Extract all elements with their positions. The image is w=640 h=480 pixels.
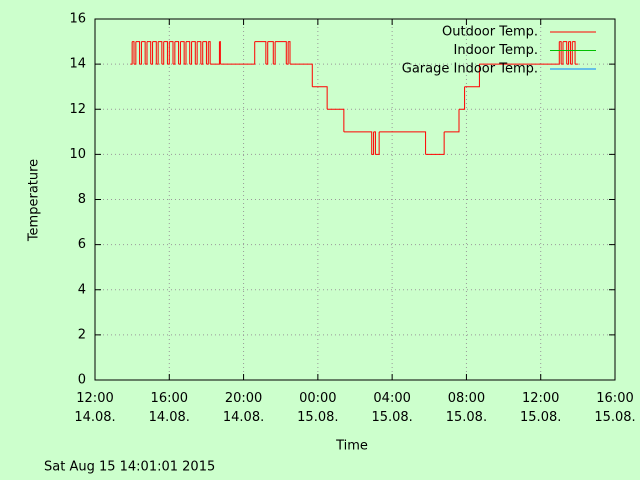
x-tick-label: 16:00 14.08.: [148, 391, 190, 425]
step-segment: [184, 41, 187, 65]
step-segment: [189, 41, 193, 65]
step-segment: [195, 41, 198, 65]
legend-label: Garage Indoor Temp.: [402, 62, 538, 77]
step-segment: [290, 63, 313, 87]
step-segment: [464, 64, 480, 88]
step-segment: [375, 131, 380, 155]
step-segment: [173, 41, 176, 65]
step-segment: [186, 41, 191, 65]
step-segment: [152, 41, 157, 65]
step-segment: [275, 41, 287, 65]
step-segment: [343, 131, 373, 155]
plot-border: [94, 18, 616, 381]
step-segment: [161, 41, 165, 65]
y-axis-label: Temperature: [27, 159, 42, 242]
step-segment: [206, 41, 209, 65]
step-segment: [167, 41, 170, 65]
step-segment: [572, 41, 576, 65]
legend-label: Indoor Temp.: [454, 43, 539, 58]
step-segment: [425, 131, 445, 155]
step-segment: [273, 41, 276, 65]
y-tick-label: 2: [78, 327, 86, 342]
step-segment: [163, 41, 168, 65]
step-segment: [191, 41, 196, 65]
x-axis-label: Time: [335, 439, 368, 454]
step-segment: [134, 41, 137, 65]
legend-label: Outdoor Temp.: [442, 25, 538, 40]
step-segment: [561, 41, 564, 65]
x-tick-label: 16:00 15.08.: [594, 391, 636, 425]
step-segment: [570, 41, 573, 65]
y-tick-label: 12: [69, 102, 86, 117]
step-segment: [158, 41, 163, 65]
step-segment: [563, 41, 568, 65]
step-segment: [373, 131, 376, 155]
step-segment: [566, 41, 570, 65]
step-segment: [371, 131, 375, 155]
x-tick-label: 12:00 14.08.: [74, 391, 116, 425]
y-tick-label: 8: [78, 192, 86, 207]
step-segment: [286, 41, 289, 65]
y-tick-label: 14: [69, 57, 86, 72]
step-segment: [219, 41, 221, 65]
step-segment: [459, 86, 466, 110]
step-segment: [210, 41, 220, 65]
step-segment: [267, 41, 274, 65]
step-segment: [130, 41, 133, 65]
step-segment: [135, 41, 141, 65]
step-segment: [147, 41, 152, 65]
x-tick-label: 00:00 15.08.: [297, 391, 339, 425]
y-tick-label: 6: [78, 237, 86, 252]
y-tick-label: 0: [78, 373, 86, 388]
step-segment: [174, 41, 180, 65]
step-segment: [379, 131, 427, 155]
step-segment: [141, 41, 146, 65]
step-segment: [444, 109, 460, 133]
step-segment: [180, 41, 185, 65]
y-tick-label: 10: [69, 147, 86, 162]
timestamp: Sat Aug 15 14:01:01 2015: [44, 460, 215, 475]
step-segment: [150, 41, 154, 65]
step-segment: [220, 41, 256, 65]
step-segment: [200, 41, 204, 65]
step-segment: [568, 41, 571, 65]
step-segment: [139, 41, 142, 65]
step-segment: [145, 41, 148, 65]
step-segment: [312, 86, 328, 110]
step-segment: [208, 41, 211, 65]
step-segment: [327, 108, 345, 132]
y-tick-label: 16: [69, 12, 86, 27]
step-segment: [479, 41, 560, 65]
x-tick-label: 08:00 15.08.: [445, 391, 488, 425]
x-tick-label: 12:00 15.08.: [520, 391, 562, 425]
step-segment: [197, 41, 202, 65]
step-segment: [156, 41, 159, 65]
step-segment: [559, 41, 562, 65]
step-segment: [288, 41, 291, 65]
x-tick-label: 04:00 15.08.: [371, 391, 413, 425]
step-segment: [169, 41, 174, 65]
step-segment: [132, 41, 135, 65]
x-tick-label: 20:00 14.08.: [222, 391, 265, 425]
step-segment: [202, 41, 207, 65]
step-segment: [265, 41, 269, 65]
step-segment: [254, 41, 267, 65]
y-tick-label: 4: [78, 282, 86, 297]
step-segment: [178, 41, 181, 65]
